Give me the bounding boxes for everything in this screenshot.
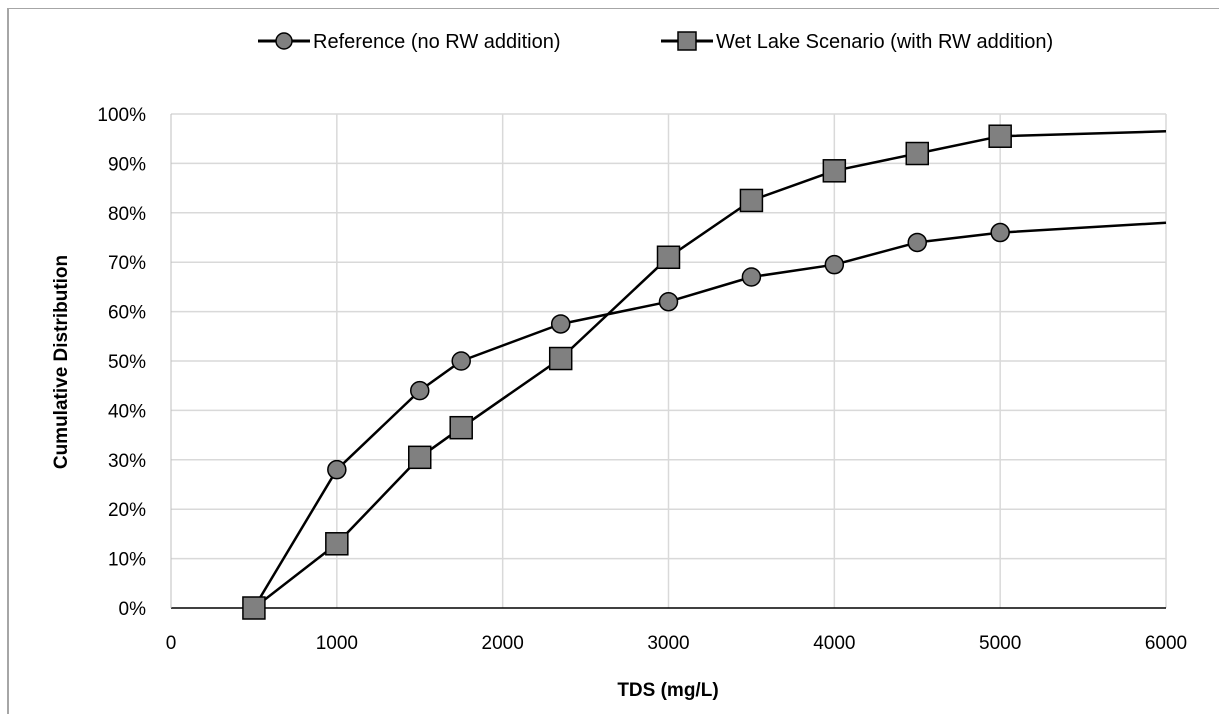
series-wet-lake [242,124,1167,620]
y-tick-label: 40% [108,401,146,422]
legend-item-wet-lake: Wet Lake Scenario (with RW addition) [661,31,1053,53]
axes [170,114,1166,609]
grid [171,113,1167,608]
data-point-square [988,124,1012,148]
x-tick-label: 5000 [979,633,1021,654]
series-layer [242,124,1167,620]
x-tick-label: 0 [166,633,177,654]
data-point-circle [550,314,571,334]
legend-label-wet-lake: Wet Lake Scenario (with RW addition) [716,31,1053,53]
series-line-reference [252,221,1167,609]
legend: Reference (no RW addition) Wet Lake Scen… [258,31,1053,53]
data-point-square [656,245,681,270]
data-point-circle [907,232,927,253]
data-point-circle [451,351,471,371]
data-point-circle [990,222,1010,243]
x-axis-ticks: 0 1000 2000 3000 4000 5000 6000 [166,633,1187,654]
data-point-square [739,188,764,213]
y-tick-label: 70% [108,253,146,274]
frame-border-top [7,8,1219,9]
data-point-circle [327,459,347,480]
x-tick-label: 2000 [482,633,524,654]
y-tick-label: 20% [108,500,146,521]
data-point-square [408,445,432,470]
frame-border-left [7,8,9,714]
x-tick-label: 4000 [813,633,855,654]
data-point-circle [824,254,845,275]
y-axis-title: Cumulative Distribution [51,255,72,469]
y-tick-label: 60% [108,303,146,324]
series-reference [244,221,1167,618]
y-tick-label: 80% [108,204,146,225]
y-axis-ticks: 0% 10% 20% 30% 40% 50% 60% 70% 80% 90% 100% [97,105,146,620]
y-tick-label: 0% [119,599,147,620]
y-tick-label: 90% [108,154,146,175]
data-point-circle [658,291,679,312]
legend-marker-square [677,31,697,51]
x-tick-label: 1000 [316,633,358,654]
data-point-square [822,159,847,183]
legend-marker-circle [275,32,293,50]
y-tick-label: 50% [108,352,146,373]
data-point-square [905,141,929,166]
y-tick-label: 10% [108,550,146,571]
data-point-square [242,596,266,620]
legend-item-reference: Reference (no RW addition) [258,31,561,53]
x-axis-title: TDS (mg/L) [617,680,718,701]
data-point-circle [741,267,762,287]
data-point-square [325,532,349,556]
x-tick-label: 3000 [647,633,689,654]
data-point-square [449,415,473,440]
data-point-circle [410,380,430,401]
y-tick-label: 30% [108,451,146,472]
y-tick-label: 100% [97,105,146,126]
x-tick-label: 6000 [1145,633,1187,654]
series-line-wet-lake [253,130,1167,609]
legend-label-reference: Reference (no RW addition) [313,31,561,53]
data-point-square [548,346,573,371]
